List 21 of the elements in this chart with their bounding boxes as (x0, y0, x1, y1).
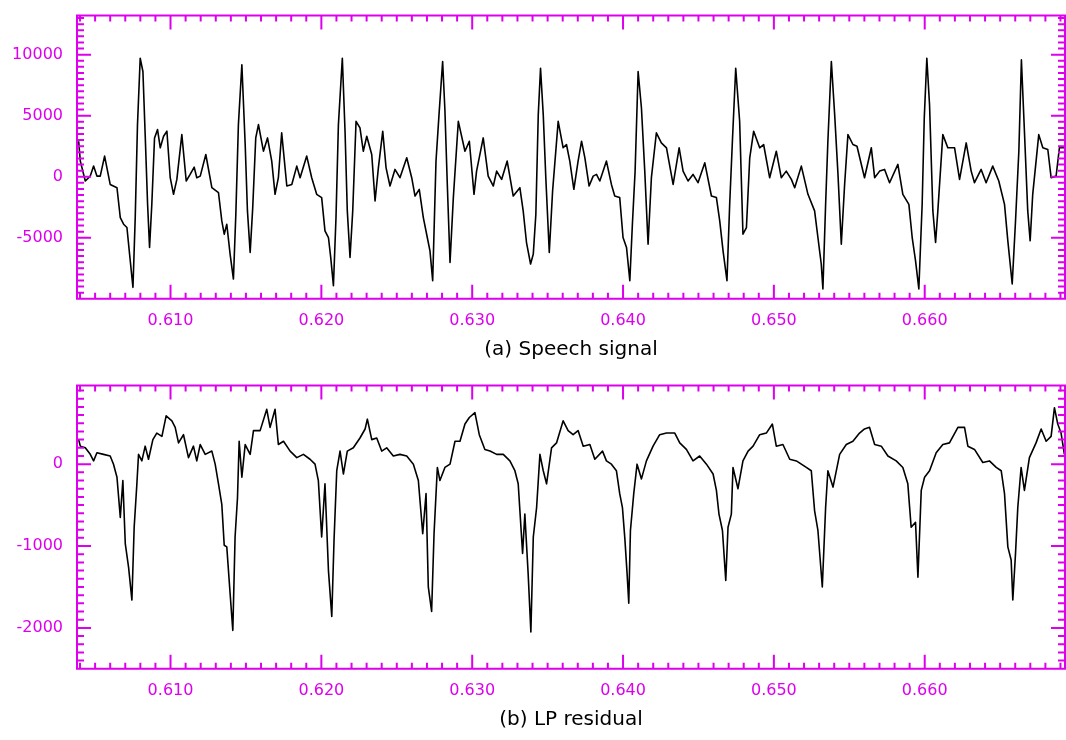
x-tick-label: 0.650 (750, 679, 797, 699)
x-axis-title: (a) Speech signal (484, 336, 658, 361)
x-tick-label: 0.630 (449, 309, 496, 329)
x-tick-label: 0.660 (901, 309, 948, 329)
x-tick-label: 0.650 (750, 309, 797, 329)
x-tick-label: 0.630 (449, 679, 496, 699)
y-tick-label: 10000 (12, 43, 63, 63)
x-tick-label: 0.610 (147, 309, 194, 329)
x-tick-label: 0.640 (600, 309, 646, 329)
x-tick-label: 0.660 (901, 679, 948, 699)
x-tick-label: 0.640 (600, 679, 646, 699)
y-tick-label: -5000 (16, 226, 63, 246)
y-tick-label: 5000 (22, 104, 63, 124)
x-tick-label: 0.620 (298, 309, 345, 329)
y-tick-label: 0 (52, 453, 63, 473)
x-tick-label: 0.610 (147, 679, 194, 699)
x-axis-title: (b) LP residual (499, 706, 643, 731)
y-tick-label: -2000 (16, 617, 63, 637)
y-tick-label: -1000 (16, 535, 63, 555)
y-tick-label: 0 (52, 165, 63, 185)
x-tick-label: 0.620 (298, 679, 345, 699)
